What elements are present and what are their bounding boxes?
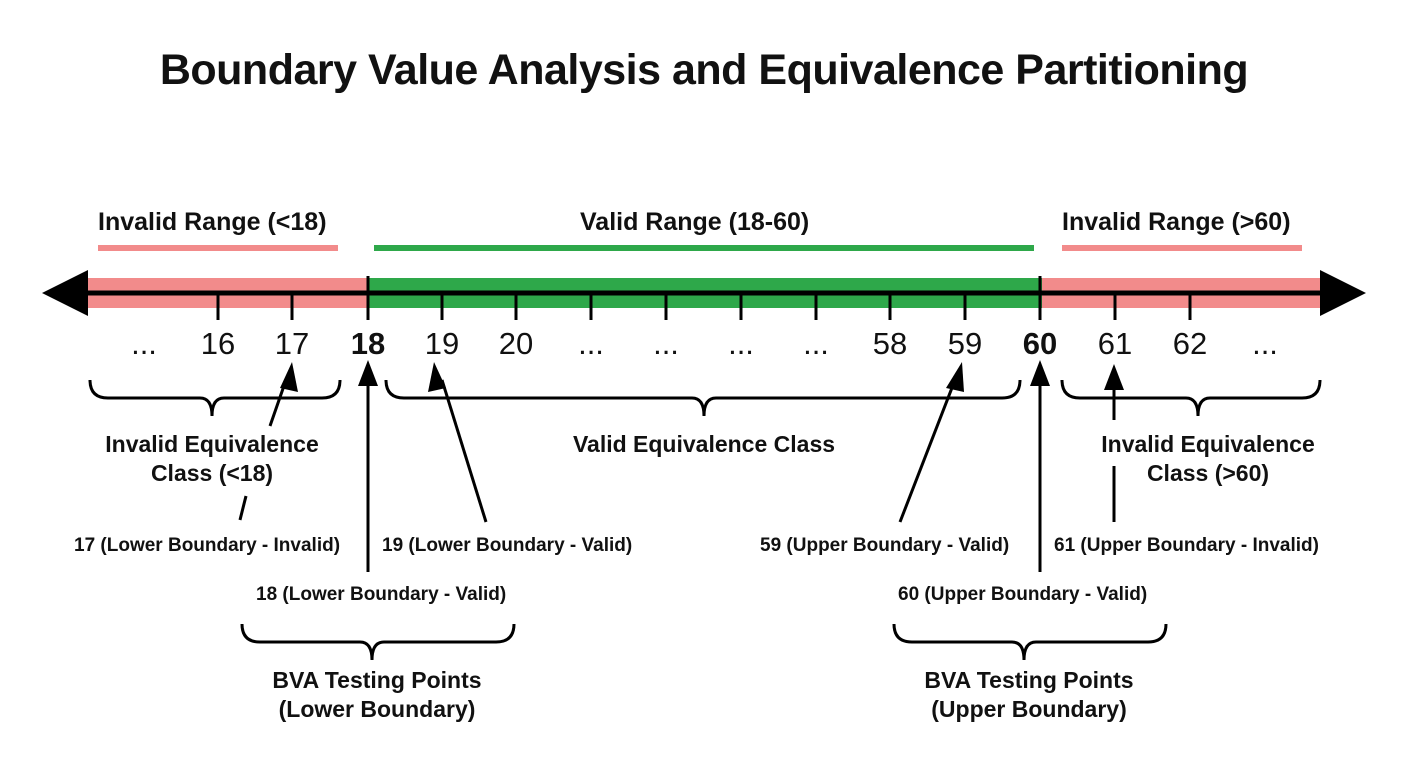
point-19-label: 19 (Lower Boundary - Valid) <box>382 535 633 556</box>
bva-lower-brace <box>240 623 516 661</box>
arrow-60-icon <box>1030 360 1050 386</box>
arrow-59-icon <box>946 362 964 392</box>
point-59-label: 59 (Upper Boundary - Valid) <box>760 535 1010 556</box>
tick-label: 16 <box>200 326 236 361</box>
point-60-label: 60 (Upper Boundary - Valid) <box>898 584 1148 605</box>
tick-label: 58 <box>872 326 908 361</box>
tick-label: ... <box>131 326 157 361</box>
invalid-high-range-label: Invalid Range (>60) <box>1062 208 1291 236</box>
tick-label: 60 <box>1022 326 1058 361</box>
arrow-61-icon <box>1104 364 1124 390</box>
tick-label: 17 <box>274 326 310 361</box>
valid-class-label: Valid Equivalence Class <box>572 431 836 457</box>
tick-label: 61 <box>1097 326 1133 361</box>
tick-label: ... <box>578 326 604 361</box>
point-17-label: 17 (Lower Boundary - Invalid) <box>74 535 341 556</box>
tick-label: 62 <box>1172 326 1208 361</box>
tick-label: 18 <box>350 326 386 361</box>
tick-label: ... <box>1252 326 1278 361</box>
arrow-17-icon <box>280 362 298 392</box>
left-arrowhead-icon <box>42 270 88 316</box>
invalid-low-range-label: Invalid Range (<18) <box>98 208 327 236</box>
tick-label: ... <box>728 326 754 361</box>
invalid-high-class-label: Invalid Equivalence Class (>60) <box>1101 431 1315 486</box>
invalid-low-brace <box>88 379 342 417</box>
tick-label: 20 <box>498 326 534 361</box>
invalid-high-range-bar <box>1062 245 1302 251</box>
right-arrowhead-icon <box>1320 270 1366 316</box>
bva-lower-label: BVA Testing Points (Lower Boundary) <box>272 667 482 722</box>
tick-label: 59 <box>947 326 983 361</box>
invalid-high-brace <box>1060 379 1322 417</box>
tick-label: ... <box>803 326 829 361</box>
valid-range-label: Valid Range (18-60) <box>580 208 810 236</box>
page-title: Boundary Value Analysis and Equivalence … <box>159 46 1249 94</box>
valid-brace <box>384 379 1022 417</box>
valid-range-bar <box>374 245 1034 251</box>
point-18-label: 18 (Lower Boundary - Valid) <box>256 584 507 605</box>
arrow-18-icon <box>358 360 378 386</box>
invalid-low-range-bar <box>98 245 338 251</box>
tick-label: ... <box>653 326 679 361</box>
invalid-low-class-label: Invalid Equivalence Class (<18) <box>105 431 319 486</box>
tick-label: 19 <box>424 326 460 361</box>
bva-upper-brace <box>892 623 1168 661</box>
bva-upper-label: BVA Testing Points (Upper Boundary) <box>924 667 1134 722</box>
arrow-19-icon <box>428 362 446 392</box>
point-61-label: 61 (Upper Boundary - Invalid) <box>1054 535 1319 556</box>
